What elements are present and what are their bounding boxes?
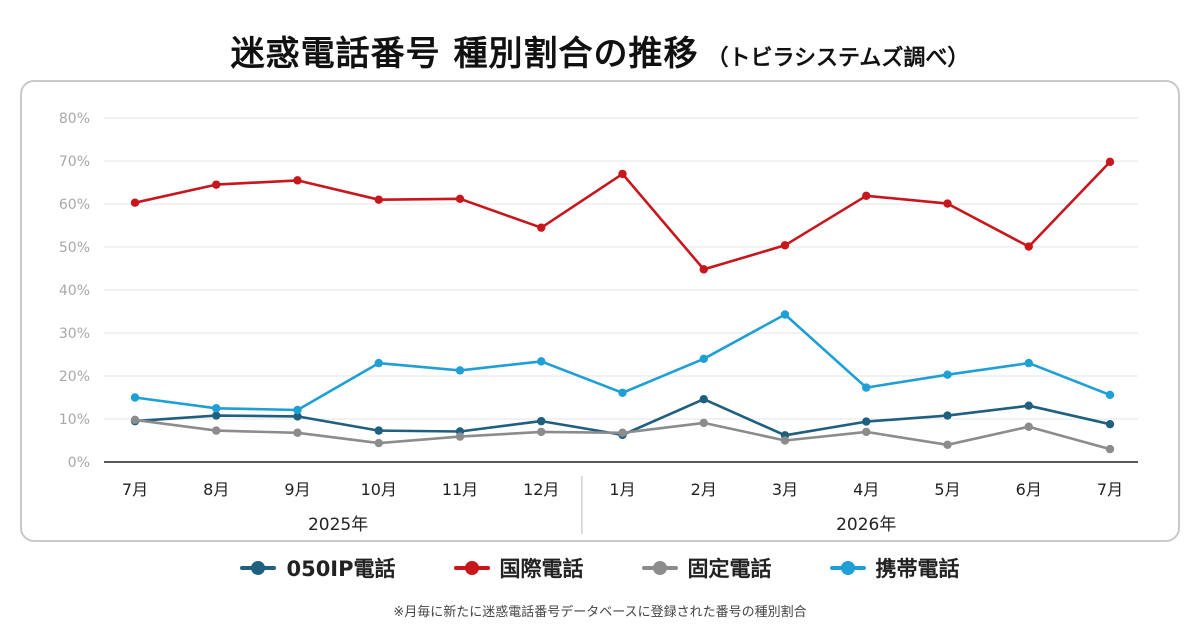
data-point [130,393,140,402]
x-tick-label: 10月 [361,480,397,499]
data-point [699,265,708,274]
x-tick-label: 7月 [1097,480,1123,499]
data-point [1105,390,1115,400]
year-group-label: 2025年 [308,515,368,535]
data-point [862,427,871,437]
data-point [943,411,952,420]
data-point [618,169,627,179]
x-tick-label: 8月 [203,480,229,499]
y-tick-label: 70% [59,154,90,170]
y-tick-label: 10% [59,412,90,428]
data-point [130,415,140,425]
chart-title-source: （トビラシステムズ調べ） [706,46,970,71]
data-point [1024,422,1033,431]
data-point [699,395,708,404]
x-tick-label: 7月 [122,480,148,499]
data-point [862,383,871,392]
data-point [293,176,302,185]
x-tick-label: 1月 [609,480,635,499]
data-point [1024,358,1033,368]
data-point [212,411,221,420]
x-tick-label: 4月 [853,480,879,499]
data-point [618,428,627,437]
data-point [780,436,790,445]
legend-item-050ip[interactable]: 050IP電話 [240,553,396,583]
data-point [374,358,383,368]
data-point [1105,157,1115,167]
legend-item-mobile[interactable]: 携帯電話 [829,553,960,583]
data-point [293,405,302,415]
data-point [862,191,871,201]
data-point [212,426,221,435]
footnote: ※月毎に新たに迷惑電話番号データベースに登録された番号の種別割合 [393,605,807,620]
data-point [1024,401,1033,410]
y-tick-label: 80% [59,111,90,127]
legend-swatch-landline [641,558,678,578]
legend-swatch-050ip [240,558,277,578]
data-point [293,428,302,437]
data-point [1105,444,1115,454]
data-point [862,417,871,426]
data-point [212,180,221,189]
x-tick-label: 6月 [1016,480,1042,499]
y-tick-label: 0% [68,455,90,471]
y-tick-label: 40% [59,283,90,299]
year-group-label: 2026年 [836,515,896,535]
x-tick-label: 3月 [772,480,798,499]
x-tick-label: 2月 [691,480,717,499]
chart-panel: 0% 10% 20% 30% 40% 50% 60% 70% 80% 7月 8月 9月 10月 11月 12… [20,80,1180,542]
data-point [943,440,952,449]
data-point [1024,242,1033,251]
data-point [780,310,790,319]
data-point [455,366,465,375]
legend-label-050ip: 050IP電話 [286,557,396,581]
legend-item-international[interactable]: 国際電話 [453,553,584,583]
data-point [537,357,546,366]
data-point [780,241,790,250]
x-tick-label: 9月 [284,480,310,499]
data-point [293,412,302,421]
legend-swatch-international [453,558,490,578]
y-tick-label: 20% [59,369,90,385]
data-point [212,404,221,413]
x-tick-label: 5月 [934,480,960,499]
chart-legend: 050IP電話 国際電話 固定電話 携帯電話 [0,553,1200,583]
y-tick-label: 50% [59,240,90,256]
line-chart: 0% 10% 20% 30% 40% 50% 60% 70% 80% 7月 8月 9月 10月 11月 12… [59,111,1138,535]
data-point [1105,419,1115,429]
legend-label-landline: 固定電話 [687,557,772,581]
legend-swatch-mobile [829,558,866,578]
data-point [455,432,465,441]
legend-item-landline[interactable]: 固定電話 [641,553,772,583]
legend-label-international: 国際電話 [499,557,584,581]
data-point [943,370,952,379]
data-point [699,354,708,363]
x-tick-label: 12月 [523,480,559,499]
x-tick-label: 11月 [442,480,478,499]
data-point [618,388,627,397]
data-point [455,194,465,204]
data-point [374,426,383,435]
data-point [374,195,383,204]
data-point [374,438,383,448]
chart-title: 迷惑電話番号 種別割合の推移 （トビラシステムズ調べ） [0,26,1200,75]
data-point [537,427,546,437]
data-point [130,198,140,207]
y-tick-label: 30% [59,326,90,342]
y-tick-label: 60% [59,197,90,213]
legend-label-mobile: 携帯電話 [875,557,960,581]
data-point [943,199,952,208]
chart-title-main: 迷惑電話番号 種別割合の推移 [230,34,699,74]
data-point [537,416,546,426]
data-point [699,418,708,428]
data-point [537,223,546,232]
